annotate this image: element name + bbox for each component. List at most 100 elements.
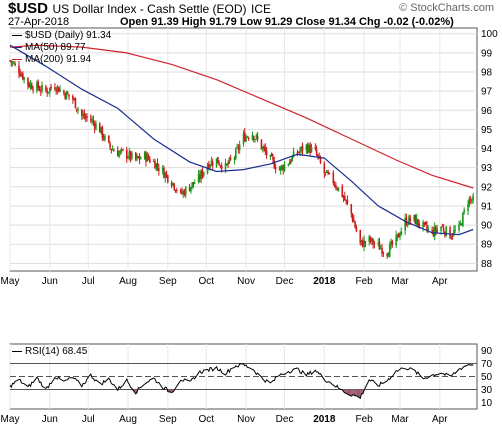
candle-body [260, 139, 263, 150]
candle-body [63, 90, 65, 94]
candle-body [50, 86, 52, 89]
candle-body [326, 170, 328, 173]
candle-body [261, 147, 264, 149]
price-y-tick-label: 89 [481, 240, 493, 251]
legend-ma200-label: MA(200) 91.94 [25, 54, 92, 65]
candle-body [175, 189, 178, 191]
price-x-tick-label: Sep [159, 276, 177, 287]
candle-body [72, 95, 74, 100]
candle-body [332, 172, 335, 184]
candle-body [335, 185, 337, 188]
rsi-x-tick-label: Sep [159, 414, 177, 425]
candle-body [314, 147, 317, 149]
price-y-tick-label: 96 [481, 106, 493, 117]
candle-body [199, 174, 201, 180]
rsi-x-tick-label: Dec [276, 414, 294, 425]
rsi-x-tick-label: 2018 [313, 414, 336, 425]
candle-body [472, 195, 474, 201]
candle-body [386, 253, 388, 257]
candle-body [109, 143, 111, 148]
candle-body [197, 174, 200, 183]
candle-body [201, 170, 204, 177]
legend-ma200-swatch [12, 58, 22, 60]
candle-body [283, 164, 286, 171]
quote-line: Open 91.39 High 91.79 Low 91.29 Close 91… [120, 16, 454, 28]
candle-body [245, 136, 247, 142]
candle-body [154, 161, 156, 169]
candle-body [445, 226, 448, 236]
candle-body [353, 219, 355, 223]
candle-body [373, 243, 376, 245]
candle-body [224, 162, 227, 170]
candle-body [192, 182, 195, 185]
rsi-x-tick-label: Oct [199, 414, 215, 425]
candle-body [370, 238, 373, 242]
candle-body [427, 228, 430, 231]
candle-body [38, 89, 41, 91]
price-x-tick-label: Jun [42, 276, 58, 287]
candle-body [13, 62, 15, 64]
rsi-oversold-fill [361, 389, 363, 394]
candle-body [351, 213, 354, 221]
candle-body [145, 152, 147, 162]
candle-body [99, 123, 101, 133]
candle-body [342, 196, 345, 198]
candle-body [382, 252, 385, 254]
rsi-x-tick-labels: May Jun Jul Aug Sep Oct Nov Dec 2018 Feb Mar Apr [1, 414, 449, 425]
candle-body [181, 191, 183, 194]
candle-body [344, 196, 346, 201]
candle-body [264, 147, 267, 152]
price-y-tick-label: 99 [481, 48, 493, 59]
candle-body [233, 157, 236, 161]
candle-body [193, 183, 196, 185]
candle-body [77, 109, 79, 111]
candle-body [36, 82, 38, 91]
candle-body [206, 165, 209, 174]
candle-body [56, 85, 59, 91]
candle-body [462, 212, 464, 227]
candle-body [134, 152, 137, 160]
candle-body [102, 136, 105, 139]
candle-body [14, 63, 16, 65]
candle-body [161, 167, 164, 171]
candle-body [435, 226, 437, 232]
candle-body [131, 152, 133, 159]
candle-body [143, 152, 146, 159]
candle-body [182, 191, 185, 194]
candle-body [279, 166, 282, 171]
ma50-line [9, 44, 474, 236]
candle-body [116, 150, 119, 157]
candle-body [55, 90, 57, 92]
candle-body [440, 227, 442, 231]
candle-body [369, 237, 372, 242]
candle-body [10, 60, 13, 63]
candle-body [32, 89, 34, 91]
price-y-tick-label: 93 [481, 163, 493, 174]
stockcharts-credit: © StockCharts.com [399, 2, 494, 14]
candle-body [164, 172, 167, 179]
candle-body [422, 222, 424, 228]
rsi-line [9, 363, 474, 400]
candle-body [64, 93, 66, 99]
price-y-tick-label: 97 [481, 87, 493, 98]
candle-body [333, 184, 336, 186]
rsi-oversold-fill [352, 389, 354, 396]
candle-body [254, 138, 256, 140]
candle-body [418, 223, 421, 227]
candle-body [415, 218, 418, 225]
candle-body [165, 173, 168, 175]
candle-body [377, 242, 380, 244]
rsi-x-tick-label: Mar [391, 414, 409, 425]
candle-body [399, 235, 401, 237]
candle-body [362, 240, 364, 247]
price-y-tick-label: 91 [481, 201, 493, 212]
legend-price-label: $USD (Daily) 91.34 [25, 30, 112, 41]
candle-body [381, 247, 383, 254]
candle-body [27, 77, 29, 86]
price-x-tick-label: May [1, 276, 20, 287]
candle-body [413, 215, 415, 221]
security-name: US Dollar Index - Cash Settle (EOD) [52, 2, 247, 16]
candle-body [147, 155, 150, 160]
candle-body [57, 87, 60, 93]
candle-body [167, 175, 169, 183]
